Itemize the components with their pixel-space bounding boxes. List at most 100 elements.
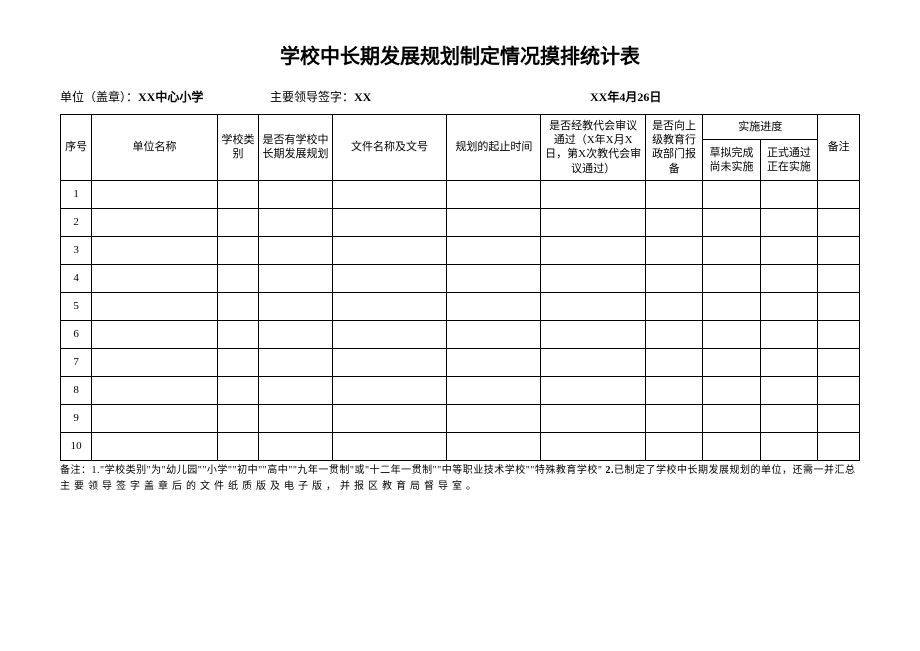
- table-cell: [259, 180, 332, 208]
- table-cell: [259, 320, 332, 348]
- table-cell: [541, 208, 645, 236]
- table-cell: [541, 320, 645, 348]
- date-value: XX年4月26日: [590, 90, 661, 104]
- footnote-prefix2: 2.: [605, 465, 614, 476]
- table-cell: 9: [61, 404, 92, 432]
- footnote-line1: 备注：1."学校类别"为"幼儿园""小学""初中""高中""九年一贯制"或"十二…: [60, 463, 860, 479]
- table-cell: [332, 404, 447, 432]
- table-cell: [332, 376, 447, 404]
- table-cell: [217, 432, 259, 460]
- table-cell: [645, 432, 702, 460]
- unit-label: 单位（盖章）：: [60, 90, 138, 104]
- table-cell: [92, 180, 217, 208]
- table-cell: [217, 320, 259, 348]
- page-title: 学校中长期发展规划制定情况摸排统计表: [60, 40, 860, 69]
- table-cell: [332, 180, 447, 208]
- header-plan: 是否有学校中长期发展规划: [259, 114, 332, 180]
- table-cell: [447, 404, 541, 432]
- table-cell: [818, 348, 860, 376]
- table-cell: [447, 292, 541, 320]
- header-report: 是否向上级教育行政部门报备: [645, 114, 702, 180]
- table-row: 4: [61, 264, 860, 292]
- table-row: 7: [61, 348, 860, 376]
- table-cell: [645, 320, 702, 348]
- table-cell: [760, 348, 817, 376]
- table-cell: [259, 236, 332, 264]
- header-progress-group: 实施进度: [703, 114, 818, 139]
- table-cell: [703, 236, 760, 264]
- table-cell: 7: [61, 348, 92, 376]
- table-cell: [703, 404, 760, 432]
- table-cell: 4: [61, 264, 92, 292]
- header-doc: 文件名称及文号: [332, 114, 447, 180]
- table-cell: [818, 208, 860, 236]
- table-cell: [92, 348, 217, 376]
- table-cell: [645, 208, 702, 236]
- table-cell: [645, 404, 702, 432]
- table-cell: 8: [61, 376, 92, 404]
- table-cell: [703, 292, 760, 320]
- table-cell: [92, 320, 217, 348]
- header-seq: 序号: [61, 114, 92, 180]
- footnote-line2: 主要领导签字盖章后的文件纸质版及电子版，并报区教育局督导室。: [60, 479, 860, 495]
- table-cell: [645, 348, 702, 376]
- table-cell: [447, 236, 541, 264]
- table-cell: [818, 292, 860, 320]
- table-cell: [447, 376, 541, 404]
- table-head: 序号 单位名称 学校类别 是否有学校中长期发展规划 文件名称及文号 规划的起止时…: [61, 114, 860, 180]
- table-cell: [217, 264, 259, 292]
- meta-date: XX年4月26日: [550, 89, 860, 106]
- table-cell: [541, 432, 645, 460]
- table-row: 5: [61, 292, 860, 320]
- table-cell: [332, 432, 447, 460]
- table-cell: [92, 264, 217, 292]
- table-cell: [92, 404, 217, 432]
- sign-label: 主要领导签字：: [270, 90, 354, 104]
- table-cell: [760, 404, 817, 432]
- table-cell: [217, 208, 259, 236]
- table-cell: [818, 180, 860, 208]
- table-cell: [818, 236, 860, 264]
- main-table: 序号 单位名称 学校类别 是否有学校中长期发展规划 文件名称及文号 规划的起止时…: [60, 114, 860, 461]
- footnote: 备注：1."学校类别"为"幼儿园""小学""初中""高中""九年一贯制"或"十二…: [60, 463, 860, 495]
- table-cell: [760, 320, 817, 348]
- table-cell: [703, 264, 760, 292]
- table-cell: 3: [61, 236, 92, 264]
- table-cell: [645, 264, 702, 292]
- table-cell: [541, 376, 645, 404]
- table-cell: [217, 348, 259, 376]
- table-cell: [332, 208, 447, 236]
- table-cell: [541, 236, 645, 264]
- table-cell: [92, 236, 217, 264]
- header-period: 规划的起止时间: [447, 114, 541, 180]
- table-cell: [645, 236, 702, 264]
- table-cell: [332, 236, 447, 264]
- table-cell: [217, 292, 259, 320]
- table-cell: 10: [61, 432, 92, 460]
- table-cell: [217, 376, 259, 404]
- table-cell: [332, 292, 447, 320]
- table-cell: [645, 292, 702, 320]
- footnote-prefix1: 备注：1.: [60, 465, 100, 476]
- table-cell: [92, 432, 217, 460]
- header-type: 学校类别: [217, 114, 259, 180]
- sign-value: XX: [354, 90, 371, 104]
- table-cell: [447, 432, 541, 460]
- table-row: 3: [61, 236, 860, 264]
- table-cell: [760, 208, 817, 236]
- footnote-text1b: 已制定了学校中长期发展规划的单位，还需一并汇总: [614, 465, 856, 476]
- table-cell: [541, 348, 645, 376]
- table-cell: 2: [61, 208, 92, 236]
- table-cell: [760, 180, 817, 208]
- table-cell: [259, 348, 332, 376]
- header-name: 单位名称: [92, 114, 217, 180]
- table-cell: [703, 180, 760, 208]
- table-cell: [818, 432, 860, 460]
- table-cell: [541, 264, 645, 292]
- table-cell: [703, 348, 760, 376]
- table-cell: [92, 292, 217, 320]
- table-cell: [818, 376, 860, 404]
- table-cell: [760, 376, 817, 404]
- table-cell: [447, 180, 541, 208]
- table-cell: [760, 236, 817, 264]
